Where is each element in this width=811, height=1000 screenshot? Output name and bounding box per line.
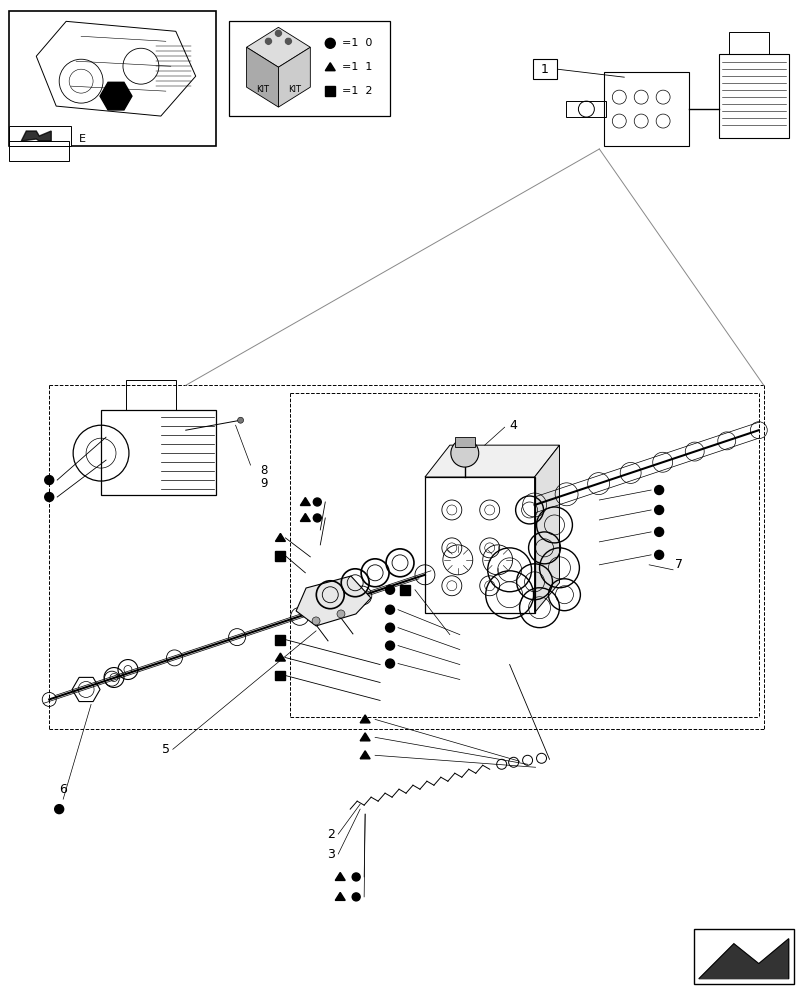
- Text: =1  0: =1 0: [341, 38, 372, 48]
- Text: 1: 1: [540, 63, 547, 76]
- Polygon shape: [296, 576, 371, 626]
- Text: =1  1: =1 1: [341, 62, 372, 72]
- Polygon shape: [335, 872, 345, 880]
- Polygon shape: [424, 445, 559, 477]
- Circle shape: [313, 514, 321, 522]
- Polygon shape: [275, 653, 285, 661]
- Polygon shape: [534, 445, 559, 613]
- Circle shape: [654, 527, 663, 536]
- Circle shape: [385, 623, 394, 632]
- Circle shape: [654, 550, 663, 559]
- Text: 9: 9: [260, 477, 268, 490]
- Polygon shape: [278, 47, 310, 107]
- Circle shape: [274, 29, 282, 37]
- Text: 5: 5: [161, 743, 169, 756]
- Circle shape: [385, 585, 394, 594]
- Circle shape: [238, 417, 243, 423]
- Text: KIT: KIT: [288, 85, 301, 94]
- Circle shape: [45, 493, 54, 501]
- Text: 7: 7: [674, 558, 682, 571]
- Text: 6: 6: [59, 783, 67, 796]
- Bar: [424, 477, 534, 613]
- Bar: [10, 141, 69, 161]
- Circle shape: [325, 38, 335, 48]
- Text: 2: 2: [327, 828, 335, 841]
- Circle shape: [352, 893, 360, 901]
- Bar: [126, 380, 175, 410]
- Bar: [101, 410, 216, 495]
- Bar: [566, 101, 606, 117]
- Circle shape: [311, 617, 320, 625]
- Circle shape: [385, 605, 394, 614]
- Text: 3: 3: [327, 848, 335, 861]
- Polygon shape: [335, 892, 345, 900]
- Circle shape: [264, 37, 272, 45]
- Bar: [325, 86, 335, 96]
- Text: KIT: KIT: [255, 85, 268, 94]
- Bar: [10, 11, 216, 146]
- Circle shape: [352, 873, 360, 881]
- Bar: [718, 54, 787, 138]
- Text: 8: 8: [260, 464, 268, 477]
- Circle shape: [385, 641, 394, 650]
- Bar: [400, 585, 410, 595]
- Polygon shape: [300, 513, 310, 521]
- Text: 4: 4: [509, 419, 517, 432]
- Bar: [693, 929, 792, 984]
- Circle shape: [654, 486, 663, 495]
- Circle shape: [654, 505, 663, 514]
- Text: =1  2: =1 2: [341, 86, 372, 96]
- Circle shape: [54, 805, 63, 814]
- Polygon shape: [247, 27, 310, 67]
- Bar: [603, 72, 689, 146]
- Bar: [10, 126, 71, 146]
- Text: E: E: [79, 134, 86, 144]
- Circle shape: [313, 498, 321, 506]
- Bar: [275, 635, 285, 645]
- Bar: [229, 21, 389, 116]
- Polygon shape: [360, 715, 370, 723]
- Circle shape: [45, 476, 54, 485]
- Polygon shape: [360, 733, 370, 741]
- Polygon shape: [360, 751, 370, 759]
- Circle shape: [385, 659, 394, 668]
- Bar: [275, 551, 285, 561]
- Polygon shape: [247, 47, 278, 107]
- Bar: [454, 437, 474, 447]
- Polygon shape: [300, 498, 310, 505]
- Polygon shape: [21, 131, 51, 141]
- Bar: [275, 671, 285, 680]
- Polygon shape: [275, 533, 285, 541]
- Bar: [532, 59, 557, 79]
- Polygon shape: [698, 939, 787, 979]
- Circle shape: [450, 439, 478, 467]
- Circle shape: [337, 610, 345, 618]
- Circle shape: [284, 37, 292, 45]
- Polygon shape: [100, 82, 131, 110]
- Bar: [728, 32, 768, 54]
- Polygon shape: [325, 63, 335, 71]
